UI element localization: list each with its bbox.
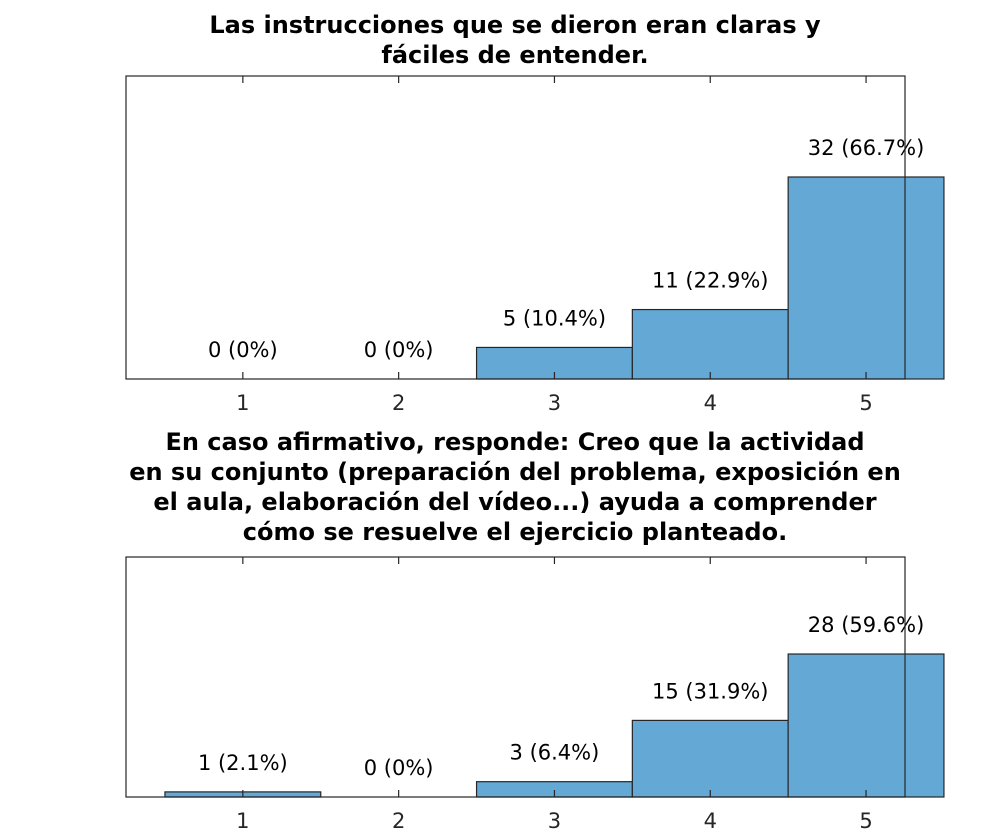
chart-1-title-line: fáciles de entender. bbox=[381, 41, 649, 69]
x-tick-label: 2 bbox=[392, 809, 405, 833]
axes-box bbox=[125, 75, 906, 380]
chart-2-title-line: en su conjunto (preparación del problema… bbox=[129, 458, 901, 486]
data-label: 5 (10.4%) bbox=[503, 306, 606, 330]
data-label: 11 (22.9%) bbox=[652, 269, 769, 293]
data-label: 1 (2.1%) bbox=[198, 751, 288, 775]
x-tick-label: 5 bbox=[859, 391, 872, 415]
chart-2-title: En caso afirmativo, responde: Creo que l… bbox=[0, 427, 1000, 547]
chart-2-title-line: el aula, elaboración del vídeo...) ayuda… bbox=[153, 488, 877, 516]
bar bbox=[631, 308, 789, 380]
x-tick-label: 1 bbox=[236, 809, 249, 833]
chart-2-title-line: En caso afirmativo, responde: Creo que l… bbox=[165, 428, 865, 456]
data-label: 28 (59.6%) bbox=[808, 613, 925, 637]
bar bbox=[787, 176, 945, 380]
data-label: 0 (0%) bbox=[364, 756, 434, 780]
data-label: 3 (6.4%) bbox=[510, 741, 600, 765]
bar bbox=[631, 719, 789, 798]
chart-2-plot: 1 (2.1%) 0 (0%) 3 (6.4%) 15 (31.9%) 28 (59.6… bbox=[125, 556, 945, 833]
data-label: 0 (0%) bbox=[208, 338, 278, 362]
x-tick-label: 1 bbox=[236, 391, 249, 415]
axes-box bbox=[125, 556, 906, 798]
x-tick-label: 5 bbox=[859, 809, 872, 833]
x-tick-label: 4 bbox=[704, 391, 717, 415]
data-label: 15 (31.9%) bbox=[652, 679, 769, 703]
chart-1-plot: 0 (0%) 0 (0%) 5 (10.4%) 11 (22.9%) 32 (66.7%… bbox=[125, 75, 945, 415]
x-tick-label: 3 bbox=[548, 809, 561, 833]
data-label: 0 (0%) bbox=[364, 338, 434, 362]
x-tick-label: 2 bbox=[392, 391, 405, 415]
chart-1-title: Las instrucciones que se dieron eran cla… bbox=[0, 10, 1000, 70]
x-tick-label: 4 bbox=[704, 809, 717, 833]
chart-1-title-line: Las instrucciones que se dieron eran cla… bbox=[209, 11, 821, 39]
x-tick-label: 3 bbox=[548, 391, 561, 415]
data-label: 32 (66.7%) bbox=[808, 136, 925, 160]
bar bbox=[787, 653, 945, 798]
chart-2-title-line: cómo se resuelve el ejercicio planteado. bbox=[242, 518, 788, 546]
